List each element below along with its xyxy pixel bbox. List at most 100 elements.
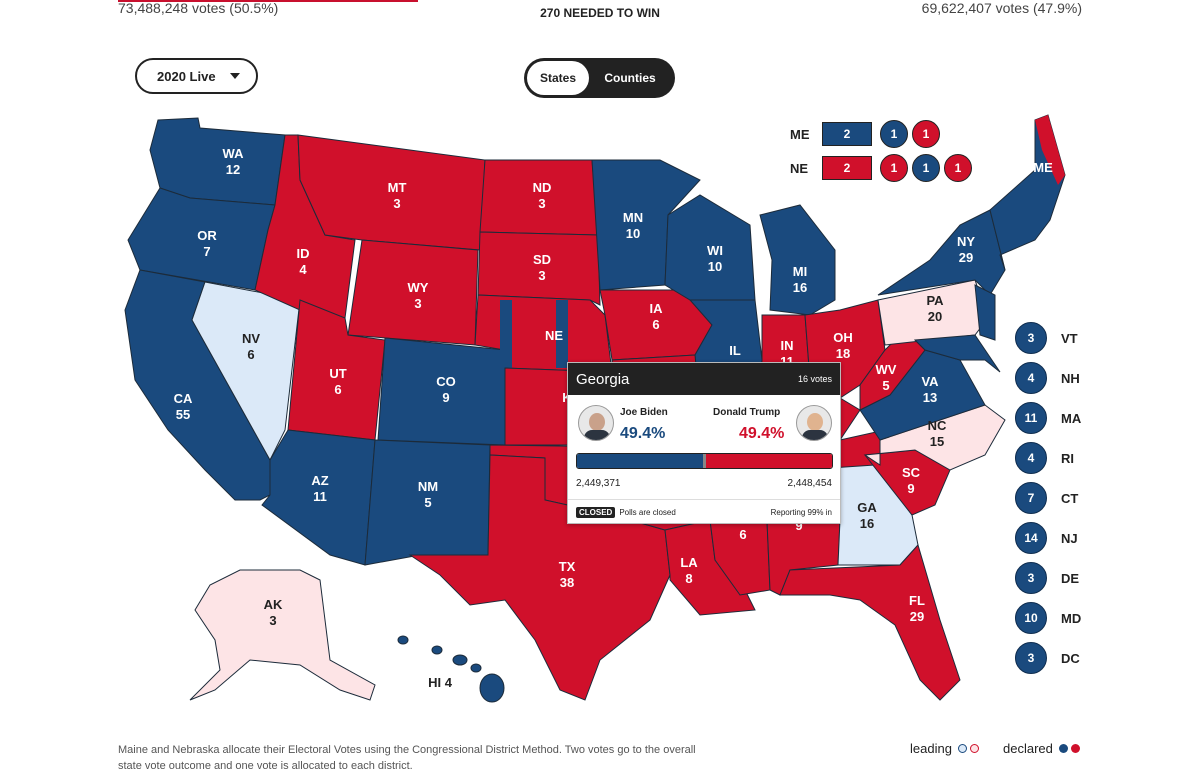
- svg-text:HI 4: HI 4: [428, 675, 453, 690]
- svg-text:NM5: NM 5: [418, 479, 438, 510]
- trump-avatar: [796, 405, 832, 441]
- closed-badge: CLOSED: [576, 507, 616, 518]
- small-state-nh[interactable]: 4 NH: [1015, 358, 1081, 398]
- small-state-vt[interactable]: 3 VT: [1015, 318, 1081, 358]
- ne-statewide-box[interactable]: 2: [822, 156, 872, 180]
- polls-status: Polls are closed: [619, 508, 676, 517]
- svg-text:OR7: OR 7: [197, 228, 217, 259]
- legend-declared: declared: [1003, 741, 1080, 756]
- svg-text:LA8: LA 8: [680, 555, 698, 586]
- ne-district-1[interactable]: 1: [880, 154, 908, 182]
- ne-district-3-circle[interactable]: 1: [944, 154, 972, 182]
- state-mi[interactable]: [759, 204, 836, 316]
- svg-text:6: 6: [739, 527, 746, 542]
- svg-text:IA6: IA 6: [650, 301, 664, 332]
- small-state-dc[interactable]: 3 DC: [1015, 638, 1081, 678]
- state-ny[interactable]: [877, 209, 1006, 296]
- rep-candidate-pct: 49.4%: [739, 425, 785, 442]
- year-dropdown[interactable]: 2020 Live: [135, 58, 258, 94]
- svg-text:ND3: ND 3: [533, 180, 552, 211]
- svg-text:WV5: WV 5: [876, 362, 897, 393]
- toggle-counties[interactable]: Counties: [604, 71, 656, 85]
- svg-text:NE: NE: [545, 328, 563, 343]
- svg-text:SD3: SD 3: [533, 252, 551, 283]
- dem-progress-bar: [118, 0, 418, 2]
- ne-district-3[interactable]: [556, 300, 568, 368]
- vote-share-rep: [705, 454, 832, 468]
- ne-district-2[interactable]: [500, 300, 512, 368]
- reporting-status: Reporting 99% in: [770, 508, 832, 517]
- dem-candidate-pct: 49.4%: [620, 425, 666, 442]
- rep-total-votes: 69,622,407 votes (47.9%): [921, 0, 1082, 16]
- svg-text:ME: ME: [1033, 160, 1053, 175]
- dem-total-votes: 73,488,248 votes (50.5%): [118, 0, 279, 16]
- ne-split-row: NE 2 1 1 1: [790, 154, 976, 182]
- label-wa: WA: [223, 146, 245, 161]
- vote-share-dem: [577, 454, 703, 468]
- toggle-states[interactable]: States: [527, 61, 589, 95]
- dem-candidate-name: Joe Biden: [620, 407, 668, 418]
- small-state-ct[interactable]: 7 CT: [1015, 478, 1081, 518]
- chevron-down-icon: [230, 73, 240, 79]
- leading-dem-dot: [957, 744, 967, 753]
- state-fl[interactable]: [779, 543, 961, 701]
- small-state-ma[interactable]: 11 MA: [1015, 398, 1081, 438]
- me-split-row: ME 2 1 1: [790, 120, 944, 148]
- leading-rep-dot: [969, 744, 979, 753]
- me-district-2-circle[interactable]: 1: [912, 120, 940, 148]
- svg-text:AK3: AK 3: [264, 597, 283, 628]
- tooltip-state-name: Georgia: [576, 370, 630, 388]
- small-state-nj[interactable]: 14 NJ: [1015, 518, 1081, 558]
- state-tooltip: Georgia 16 votes Joe Biden 49.4% Donald …: [567, 362, 841, 524]
- state-ak[interactable]: [189, 569, 376, 701]
- small-state-md[interactable]: 10 MD: [1015, 598, 1081, 638]
- year-dropdown-label: 2020 Live: [157, 68, 216, 84]
- svg-text:SC9: SC 9: [902, 465, 921, 496]
- me-district-2[interactable]: [1035, 115, 1065, 185]
- svg-text:NV6: NV 6: [242, 331, 260, 362]
- view-toggle[interactable]: States Counties: [524, 58, 675, 98]
- small-state-ri[interactable]: 4 RI: [1015, 438, 1081, 478]
- rep-candidate-name: Donald Trump: [713, 407, 781, 418]
- state-sd[interactable]: [477, 231, 601, 306]
- needed-to-win: 270 NEEDED TO WIN: [540, 6, 660, 20]
- legend-leading: leading: [910, 741, 979, 756]
- svg-text:MT3: MT 3: [388, 180, 407, 211]
- rep-vote-count: 2,448,454: [787, 478, 833, 489]
- tooltip-header: Georgia 16 votes: [568, 363, 840, 395]
- state-md-de[interactable]: [913, 334, 1001, 373]
- biden-avatar: [578, 405, 614, 441]
- vote-share-bar: [576, 453, 833, 469]
- small-state-de[interactable]: 3 DE: [1015, 558, 1081, 598]
- svg-text:9: 9: [795, 518, 802, 533]
- me-district-1[interactable]: 1: [880, 120, 908, 148]
- state-nc[interactable]: [863, 404, 1006, 471]
- tooltip-footer: CLOSED Polls are closed Reporting 99% in: [568, 499, 840, 525]
- dem-vote-count: 2,449,371: [576, 478, 621, 489]
- svg-text:WY3: WY 3: [408, 280, 429, 311]
- ne-district-2-circle[interactable]: 1: [912, 154, 940, 182]
- declared-dem-dot: [1058, 744, 1068, 753]
- state-nj[interactable]: [974, 284, 996, 341]
- footnote: Maine and Nebraska allocate their Electo…: [118, 744, 696, 770]
- state-hi[interactable]: [397, 635, 505, 703]
- declared-rep-dot: [1070, 744, 1080, 753]
- small-states-list: 3 VT 4 NH 11 MA 4 RI 7 CT 14 NJ 3 DE 10 MD 3 DC: [1015, 318, 1081, 678]
- svg-text:UT6: UT 6: [329, 366, 346, 397]
- svg-text:CO9: CO 9: [436, 374, 456, 405]
- me-statewide-box[interactable]: 2: [822, 122, 872, 146]
- tooltip-electoral-votes: 16 votes: [797, 374, 832, 384]
